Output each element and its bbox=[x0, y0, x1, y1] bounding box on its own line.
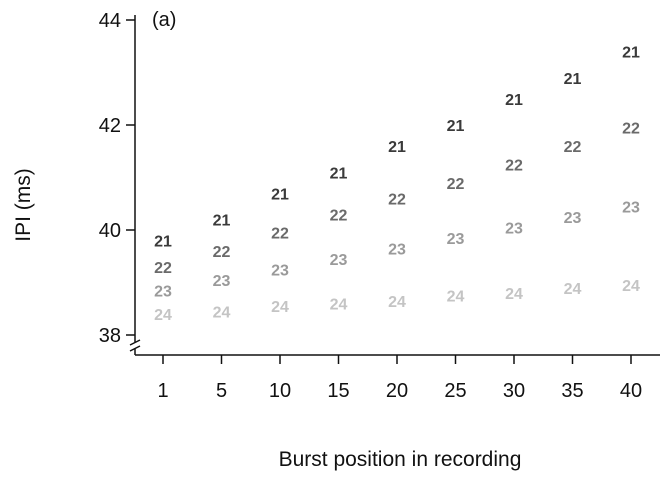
data-point-22: 22 bbox=[330, 207, 348, 224]
data-point-23: 23 bbox=[564, 210, 582, 227]
x-tick-label: 30 bbox=[503, 380, 525, 402]
x-tick-label: 15 bbox=[327, 380, 349, 402]
data-point-22: 22 bbox=[271, 226, 289, 243]
data-point-21: 21 bbox=[388, 139, 406, 156]
data-point-22: 22 bbox=[154, 260, 172, 277]
y-axis-ticks: 38 40 42 44 bbox=[99, 10, 135, 347]
data-point-23: 23 bbox=[330, 252, 348, 269]
data-point-22: 22 bbox=[447, 176, 465, 193]
data-point-21: 21 bbox=[330, 165, 348, 182]
data-point-23: 23 bbox=[213, 273, 231, 290]
x-tick-label: 1 bbox=[157, 380, 168, 402]
data-marks: 21 21 21 21 21 21 21 21 21 22 22 22 22 22 22 22 22 22 23 23… bbox=[154, 45, 640, 325]
data-point-22: 22 bbox=[388, 192, 406, 209]
data-point-24: 24 bbox=[388, 294, 406, 311]
data-point-23: 23 bbox=[505, 220, 523, 237]
data-point-23: 23 bbox=[622, 199, 640, 216]
data-point-24: 24 bbox=[213, 304, 231, 321]
data-point-23: 23 bbox=[154, 283, 172, 300]
y-axis-title: IPI (ms) bbox=[12, 168, 35, 242]
x-tick-label: 5 bbox=[216, 380, 227, 402]
data-point-24: 24 bbox=[271, 299, 289, 316]
data-point-21: 21 bbox=[622, 45, 640, 62]
panel-label: (a) bbox=[152, 9, 176, 31]
y-tick-label: 40 bbox=[99, 220, 121, 242]
data-point-24: 24 bbox=[330, 297, 348, 314]
data-point-21: 21 bbox=[271, 186, 289, 203]
data-point-23: 23 bbox=[447, 231, 465, 248]
data-point-22: 22 bbox=[564, 139, 582, 156]
axis-break-mark bbox=[129, 339, 141, 346]
axis-break-mark bbox=[129, 345, 141, 352]
x-axis-title: Burst position in recording bbox=[279, 448, 522, 471]
data-point-24: 24 bbox=[447, 289, 465, 306]
data-point-21: 21 bbox=[505, 92, 523, 109]
y-tick-label: 44 bbox=[99, 10, 121, 32]
data-point-21: 21 bbox=[564, 71, 582, 88]
y-tick-label: 38 bbox=[99, 325, 121, 347]
data-point-24: 24 bbox=[154, 307, 172, 324]
data-point-21: 21 bbox=[154, 234, 172, 251]
y-tick-label: 42 bbox=[99, 115, 121, 137]
data-point-22: 22 bbox=[505, 157, 523, 174]
data-point-24: 24 bbox=[564, 281, 582, 298]
x-tick-label: 25 bbox=[444, 380, 466, 402]
data-point-21: 21 bbox=[447, 118, 465, 135]
data-point-21: 21 bbox=[213, 213, 231, 230]
x-tick-label: 35 bbox=[561, 380, 583, 402]
data-point-22: 22 bbox=[213, 244, 231, 261]
data-point-24: 24 bbox=[622, 278, 640, 295]
x-axis-ticks: 1 5 10 15 20 25 30 35 40 bbox=[157, 355, 642, 402]
data-point-23: 23 bbox=[388, 241, 406, 258]
data-point-24: 24 bbox=[505, 286, 523, 303]
data-point-23: 23 bbox=[271, 262, 289, 279]
data-point-22: 22 bbox=[622, 121, 640, 138]
x-tick-label: 20 bbox=[386, 380, 408, 402]
x-tick-label: 10 bbox=[269, 380, 291, 402]
x-tick-label: 40 bbox=[620, 380, 642, 402]
